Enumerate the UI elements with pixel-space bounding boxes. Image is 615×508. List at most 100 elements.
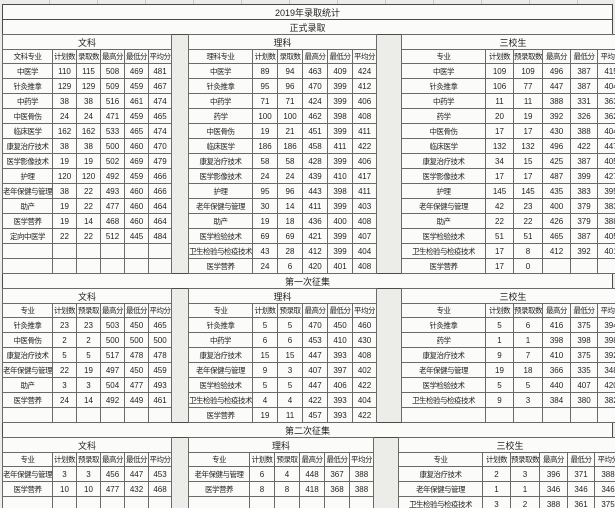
value-cell: 400 — [542, 198, 571, 214]
row-label: 医学营养 — [2, 481, 53, 497]
value-cell: 533 — [100, 123, 125, 139]
value-cell: 17 — [485, 168, 514, 184]
column-header: 平均分 — [352, 49, 377, 64]
row-label: 护理 — [188, 183, 253, 199]
column-header: 平均分 — [148, 49, 172, 64]
value-cell: 468 — [148, 481, 172, 497]
table-group-title: 文科 — [2, 437, 172, 453]
column-header: 最低分 — [124, 49, 149, 64]
row-label: 中医学 — [188, 63, 253, 79]
group-header-row: 三校生 — [398, 437, 615, 453]
value-cell — [148, 258, 172, 274]
value-cell: 388 — [597, 213, 615, 229]
table-row: 康复治疗技术 38 38 500 460 470 — [2, 138, 172, 154]
table-row: 老年保健与管理1918366335348 — [401, 362, 615, 378]
value-cell: 516 — [100, 93, 125, 109]
value-cell: 405 — [597, 153, 615, 169]
value-cell: 145 — [485, 183, 514, 199]
value-cell: 110 — [52, 63, 77, 79]
value-cell: 460 — [352, 317, 377, 333]
value-cell: 361 — [567, 496, 595, 508]
value-cell: 487 — [542, 168, 571, 184]
value-cell: 404 — [352, 392, 377, 408]
table-row: 中医骨伤1717430388404 — [401, 123, 615, 139]
column-header: 文科专业 — [2, 49, 53, 64]
table-row: 老年保健与管理 9 3 407 397 402 — [188, 362, 377, 378]
column-header: 平均分 — [352, 303, 377, 318]
value-cell — [52, 258, 77, 274]
value-cell: 500 — [100, 138, 125, 154]
column-header: 平均分 — [148, 452, 172, 467]
value-cell: 58 — [277, 153, 303, 169]
row-label: 护理 — [2, 168, 53, 184]
row-label: 医学营养 — [188, 407, 253, 423]
value-cell: 11 — [277, 407, 303, 423]
column-header: 录取数 — [76, 49, 101, 64]
value-cell: 51 — [485, 228, 514, 244]
value-cell: 469 — [124, 153, 149, 169]
value-cell: 58 — [252, 153, 278, 169]
column-header: 最高分 — [100, 49, 125, 64]
value-cell: 95 — [252, 78, 278, 94]
table-row: 定向中医学 22 22 512 445 484 — [2, 228, 172, 244]
value-cell — [597, 407, 615, 423]
row-label: 助产 — [188, 213, 253, 229]
value-cell: 22 — [76, 198, 101, 214]
table-group-title: 三校生 — [398, 437, 615, 453]
value-cell: 22 — [52, 362, 77, 378]
value-cell: 422 — [352, 407, 377, 423]
value-cell: 383 — [570, 183, 598, 199]
row-label: 助产 — [2, 198, 53, 214]
column-header: 计划数 — [482, 452, 511, 467]
value-cell: 422 — [570, 138, 598, 154]
value-cell: 420 — [302, 258, 328, 274]
table-row: 临床医学 162 162 533 465 474 — [2, 123, 172, 139]
stats-table: 理科 专业 计划数 预录取 最高分 最低分 平均分 针灸推拿 5 5 470 450 460 中药学 6 6 4… — [188, 288, 377, 423]
value-cell: 10 — [76, 481, 101, 497]
value-cell: 406 — [352, 93, 377, 109]
table-row: 中药学 38 38 516 461 474 — [2, 93, 172, 109]
value-cell: 384 — [542, 392, 571, 408]
column-header: 平均分 — [148, 303, 172, 318]
value-cell: 3 — [52, 466, 77, 482]
value-cell: 387 — [570, 78, 598, 94]
value-cell: 109 — [513, 63, 543, 79]
value-cell: 15 — [252, 347, 278, 363]
value-cell: 19 — [252, 213, 278, 229]
column-header: 专业 — [401, 49, 486, 64]
column-header: 预录取数 — [513, 303, 543, 318]
value-cell: 440 — [542, 377, 571, 393]
header-row: 专业计划数预录取数最高分最低分平均分 — [398, 452, 615, 467]
value-cell: 22 — [52, 228, 77, 244]
value-cell: 43 — [252, 243, 278, 259]
value-cell: 493 — [148, 377, 172, 393]
value-cell: 503 — [100, 317, 125, 333]
value-cell — [76, 258, 101, 274]
value-cell: 5 — [76, 347, 101, 363]
value-cell: 474 — [148, 123, 172, 139]
value-cell: 407 — [302, 362, 328, 378]
value-cell: 401 — [597, 243, 615, 259]
table-three-school-formal: 三校生专业计划数预录取数最高分最低分平均分中医学109109496387415针… — [401, 34, 615, 274]
stats-table: 三校生专业计划数预录取数最高分最低分平均分针灸推拿56416375394药学11… — [401, 288, 615, 423]
value-cell: 23 — [52, 317, 77, 333]
value-cell: 470 — [302, 317, 328, 333]
row-label: 医学营养 — [2, 213, 53, 229]
value-cell: 407 — [352, 228, 377, 244]
value-cell: 477 — [100, 198, 125, 214]
header-row: 专业 计划数 预录取 最高分 最低分 平均分 — [2, 452, 172, 467]
value-cell: 69 — [252, 228, 278, 244]
value-cell: 464 — [148, 198, 172, 214]
header-row: 专业计划数预录取数最高分最低分平均分 — [401, 49, 615, 64]
value-cell: 379 — [570, 198, 598, 214]
value-cell: 4 — [252, 392, 278, 408]
value-cell: 19 — [252, 123, 278, 139]
value-cell: 450 — [327, 317, 353, 333]
table-row: 护理 95 96 443 398 411 — [188, 183, 377, 199]
value-cell — [299, 496, 325, 508]
value-cell: 457 — [302, 407, 328, 423]
value-cell: 346 — [567, 481, 595, 497]
value-cell: 19 — [52, 153, 77, 169]
value-cell — [148, 496, 172, 508]
value-cell: 388 — [349, 481, 374, 497]
